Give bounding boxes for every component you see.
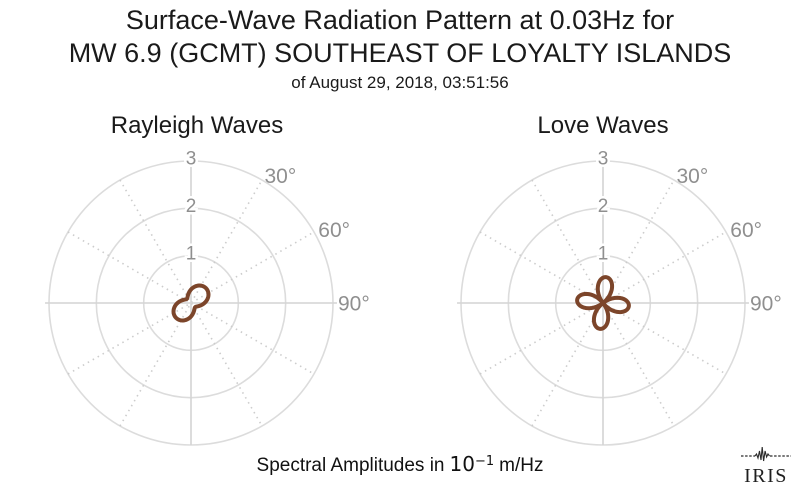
angle-tick-label: 30° [677, 165, 709, 188]
caption-prefix: Spectral Amplitudes in [256, 455, 445, 476]
r-tick-label: 3 [186, 149, 197, 170]
title-line-3: of August 29, 2018, 03:51:56 [291, 73, 509, 92]
title-line-2: MW 6.9 (GCMT) SOUTHEAST OF LOYALTY ISLAN… [68, 38, 732, 68]
angle-tick-label: 90° [750, 292, 782, 315]
rayleigh-radiation-pattern [171, 283, 211, 323]
caption-exponent: −1 [474, 454, 495, 469]
iris-logo: IRIS [737, 444, 795, 486]
angle-tick-label: 60° [318, 219, 350, 242]
love-polar-plot: 1 2 3 30° 60° 90° [457, 146, 782, 446]
caption-power: 10−1 [450, 452, 495, 476]
r-tick-label: 2 [598, 196, 609, 217]
r-tick-label: 3 [598, 149, 609, 170]
r-tick-label: 1 [186, 243, 197, 264]
angle-tick-label: 30° [265, 165, 297, 188]
love-radiation-pattern [575, 275, 631, 331]
caption: Spectral Amplitudes in 10−1 m/Hz [0, 452, 800, 477]
r-tick-label: 1 [598, 243, 609, 264]
love-plot-title: Love Waves [537, 112, 669, 139]
rayleigh-plot-title: Rayleigh Waves [110, 112, 284, 139]
caption-suffix: m/Hz [499, 455, 544, 476]
r-tick-label: 2 [186, 196, 197, 217]
caption-mantissa: 10 [449, 452, 475, 476]
title-line-1: Surface-Wave Radiation Pattern at 0.03Hz… [125, 5, 675, 35]
rayleigh-polar-plot: 1 2 3 30° 60° 90° [45, 146, 370, 446]
iris-logo-text: IRIS [744, 465, 788, 487]
figure-title: Surface-Wave Radiation Pattern at 0.03Hz… [0, 4, 800, 93]
angle-tick-label: 60° [730, 219, 762, 242]
seismogram-icon [741, 446, 791, 462]
angle-tick-label: 90° [338, 292, 370, 315]
